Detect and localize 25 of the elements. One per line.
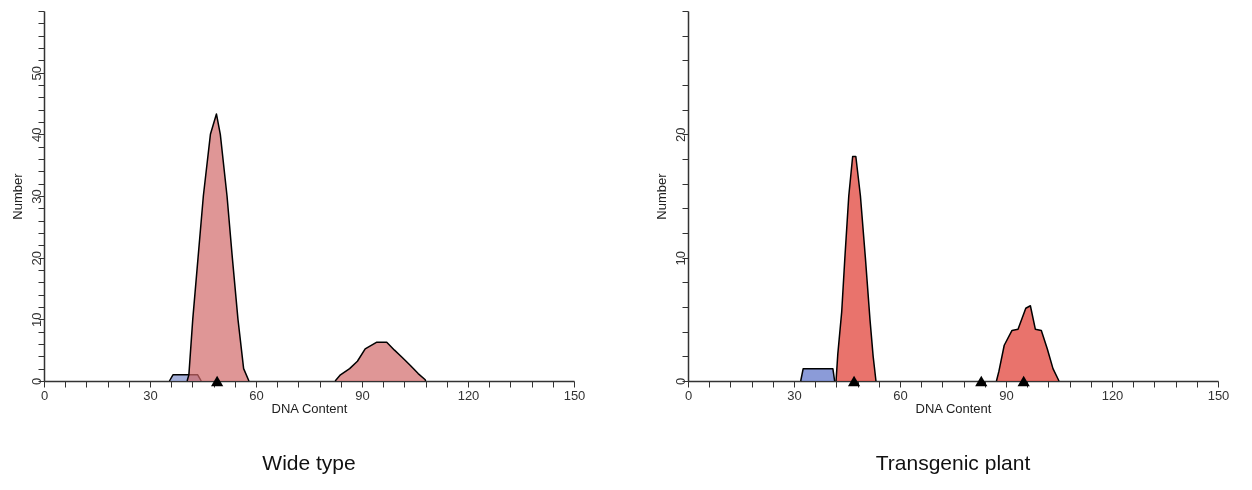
y-tick-label: 10 bbox=[28, 312, 44, 328]
x-axis-title: DNA Content bbox=[915, 400, 992, 416]
y-tick-label: 30 bbox=[28, 189, 44, 204]
x-tick-label: 30 bbox=[787, 387, 802, 403]
x-tick-label: 60 bbox=[249, 387, 264, 403]
y-tick-label: 0 bbox=[28, 377, 44, 386]
y-tick-label: 20 bbox=[28, 250, 44, 266]
text: Wide type bbox=[262, 451, 356, 474]
y-tick-label: 0 bbox=[672, 377, 688, 386]
x-tick-label: 30 bbox=[143, 387, 158, 403]
y-tick-label: 10 bbox=[672, 250, 688, 266]
x-tick-label: 90 bbox=[999, 387, 1014, 403]
y-axis-title: Number bbox=[653, 172, 669, 220]
x-axis-title: DNA Content bbox=[271, 400, 348, 416]
x-tick-label: 150 bbox=[1207, 387, 1230, 403]
y-tick-label: 50 bbox=[28, 65, 44, 81]
x-tick-label: 60 bbox=[893, 387, 908, 403]
x-tick-label: 120 bbox=[1101, 387, 1124, 403]
y-axis-title: Number bbox=[9, 172, 25, 220]
x-tick-label: 90 bbox=[355, 387, 370, 403]
x-tick-label: 150 bbox=[563, 387, 586, 403]
y-tick-label: 40 bbox=[28, 127, 44, 143]
y-tick-label: 20 bbox=[672, 127, 688, 143]
text: Transgenic plant bbox=[875, 451, 1031, 474]
x-tick-label: 120 bbox=[457, 387, 480, 403]
